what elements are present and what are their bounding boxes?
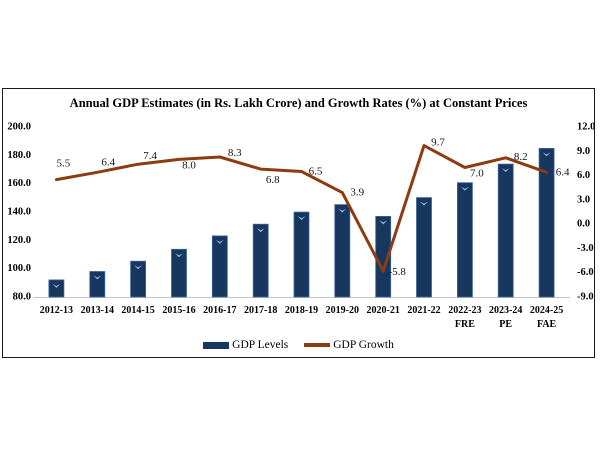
- bar-top-highlight: [460, 186, 469, 191]
- gdp-bar: [171, 248, 187, 298]
- left-axis-tick: 120.0: [7, 235, 31, 246]
- bar-top-highlight: [215, 239, 224, 244]
- growth-value-label: 6.8: [266, 174, 280, 186]
- growth-value-label: 3.9: [350, 187, 364, 199]
- category-note: FAE: [537, 319, 557, 330]
- gdp-bar: [211, 235, 228, 298]
- growth-value-label: 6.5: [309, 166, 323, 178]
- growth-value-label: 8.0: [182, 159, 196, 171]
- category-label: 2020-21: [367, 305, 400, 316]
- category-label: 2016-17: [203, 305, 236, 316]
- right-axis-tick: 0.0: [577, 219, 590, 230]
- bar-top-highlight: [134, 265, 143, 270]
- growth-value-label: 8.3: [228, 147, 242, 159]
- chart-title: Annual GDP Estimates (in Rs. Lakh Crore)…: [69, 96, 528, 110]
- category-note: FRE: [455, 319, 475, 330]
- gdp-bar: [497, 163, 514, 298]
- left-axis-tick: 180.0: [7, 150, 31, 161]
- left-axis-tick: 80.0: [13, 292, 31, 303]
- gdp-bar: [334, 204, 351, 298]
- bar-top-highlight: [501, 168, 510, 173]
- growth-value-label: 7.4: [143, 150, 157, 162]
- category-label: 2015-16: [162, 305, 195, 316]
- category-label: 2017-18: [244, 305, 277, 316]
- category-note: PE: [499, 319, 512, 330]
- gdp-bar: [538, 147, 555, 298]
- right-axis-tick: 6.0: [577, 170, 590, 181]
- legend-swatch-line: [304, 343, 331, 347]
- right-axis-tick: 12.0: [577, 122, 595, 133]
- category-label: 2014-15: [121, 305, 154, 316]
- bar-top-highlight: [297, 216, 306, 221]
- bar-top-highlight: [93, 275, 102, 280]
- gdp-bar: [293, 211, 310, 298]
- growth-value-label: 5.5: [57, 158, 71, 170]
- gdp-bar: [416, 197, 432, 298]
- right-axis-tick: -3.0: [577, 243, 594, 254]
- legend-label-gdp-growth: GDP Growth: [333, 339, 394, 351]
- category-label: 2024-25: [530, 305, 563, 316]
- left-axis-tick: 160.0: [7, 178, 31, 189]
- left-axis-tick: 140.0: [7, 207, 31, 218]
- legend: GDP Levels GDP Growth: [3, 339, 594, 351]
- gdp-growth-line: [54, 144, 549, 273]
- growth-value-label: 6.4: [101, 156, 115, 168]
- gdp-bar: [252, 223, 269, 298]
- chart-frame: Annual GDP Estimates (in Rs. Lakh Crore)…: [2, 88, 595, 358]
- legend-swatch-bar: [203, 341, 230, 349]
- category-label: 2021-22: [407, 305, 440, 316]
- bar-top-highlight: [420, 201, 428, 206]
- bar-top-highlight: [256, 228, 265, 233]
- category-label: 2023-24: [489, 305, 522, 316]
- growth-value-label: 8.2: [514, 151, 528, 163]
- right-axis-tick: 9.0: [577, 146, 590, 157]
- legend-label-gdp-levels: GDP Levels: [232, 339, 289, 351]
- right-axis-tick: -9.0: [577, 292, 594, 303]
- growth-value-label: -5.8: [388, 266, 406, 278]
- category-label: 2012-13: [40, 305, 73, 316]
- left-axis-tick: 200.0: [7, 122, 31, 133]
- right-axis-tick: -6.0: [577, 267, 594, 278]
- gdp-bar: [89, 271, 106, 298]
- category-label: 2013-14: [81, 305, 114, 316]
- category-label: 2018-19: [285, 305, 318, 316]
- bar-top-highlight: [52, 283, 61, 288]
- growth-value-label: 9.7: [431, 137, 445, 149]
- bar-top-highlight: [542, 152, 551, 157]
- gdp-bar: [456, 182, 473, 298]
- category-label: 2022-23: [448, 305, 481, 316]
- bar-top-highlight: [175, 253, 183, 258]
- legend-item-gdp-levels: GDP Levels: [203, 339, 288, 351]
- bar-top-highlight: [338, 208, 347, 213]
- gdp-bar: [48, 279, 65, 298]
- legend-item-gdp-growth: GDP Growth: [304, 339, 394, 351]
- bar-top-highlight: [379, 220, 388, 225]
- right-axis-tick: 3.0: [577, 194, 590, 205]
- left-axis-tick: 100.0: [7, 263, 31, 274]
- gdp-bar: [130, 260, 147, 298]
- category-label: 2019-20: [326, 305, 359, 316]
- growth-value-label: 7.0: [470, 168, 484, 180]
- growth-value-label: 6.4: [556, 166, 570, 178]
